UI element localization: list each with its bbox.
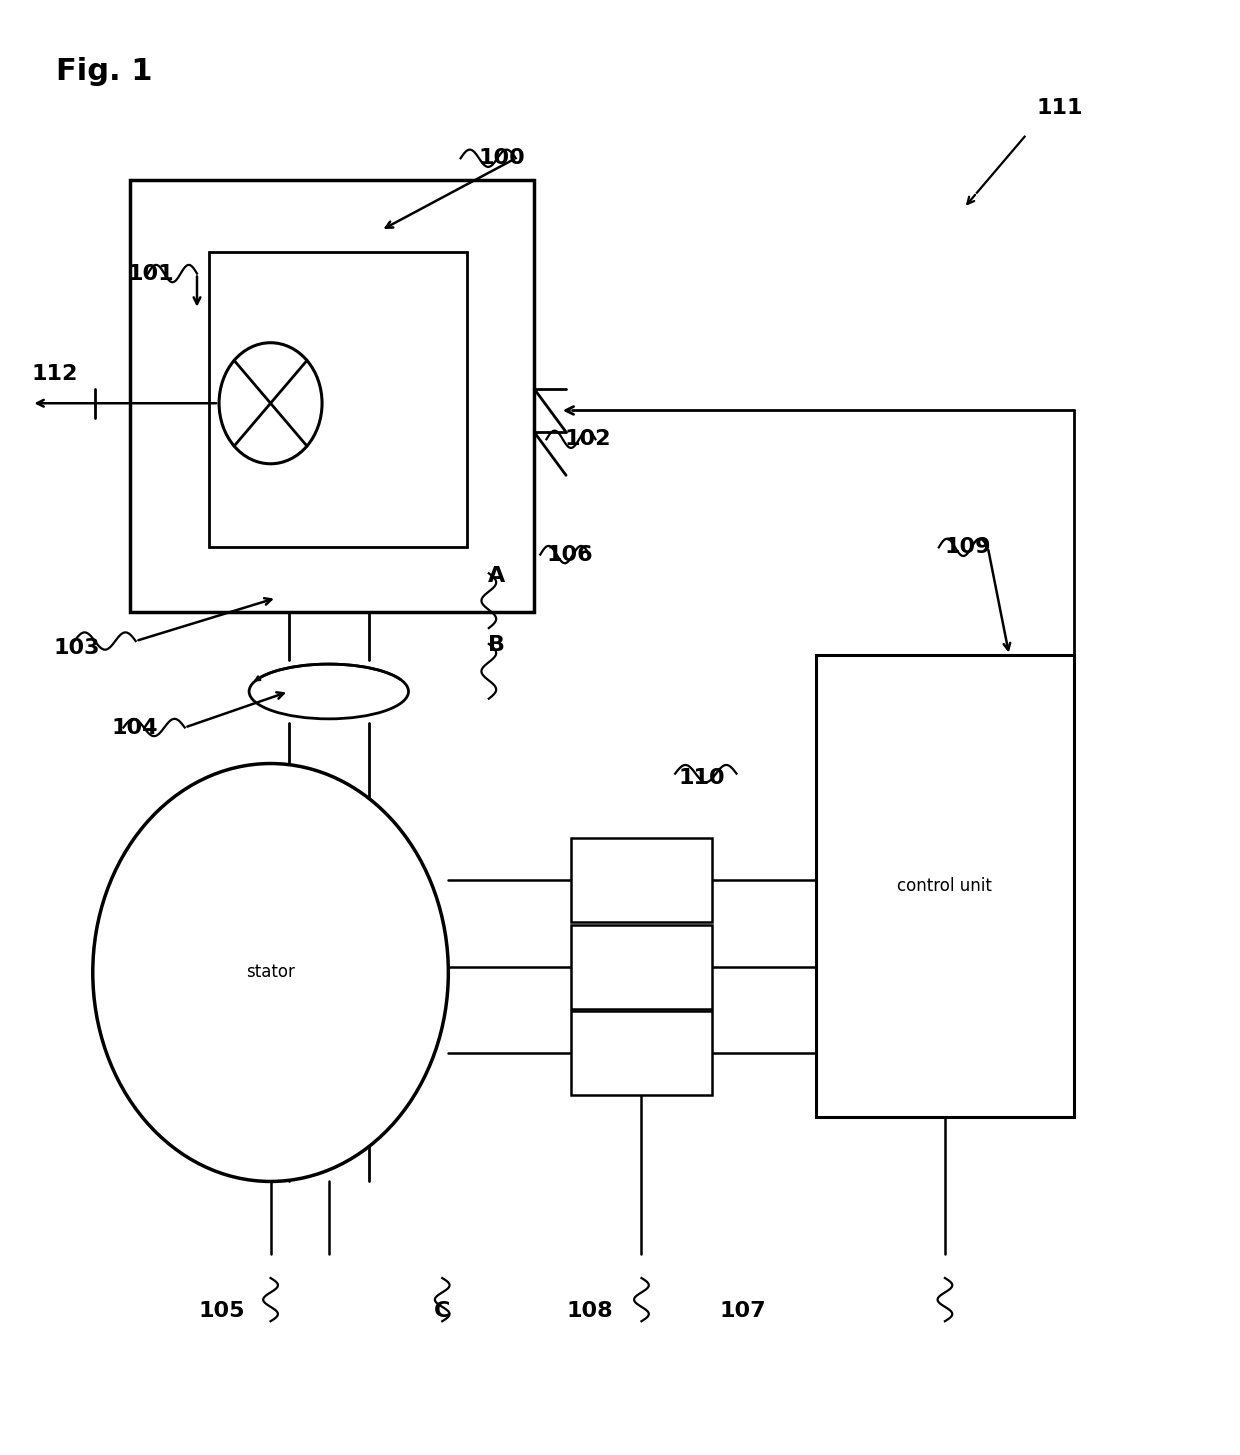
- Text: 112: 112: [31, 364, 78, 384]
- Text: current
sensor: current sensor: [618, 866, 666, 895]
- Text: current
sensor: current sensor: [618, 952, 666, 981]
- Text: 100: 100: [479, 148, 526, 169]
- Text: 109: 109: [945, 537, 992, 557]
- Bar: [210, 252, 466, 547]
- Text: 102: 102: [565, 429, 611, 450]
- Text: B: B: [487, 636, 505, 655]
- Text: 107: 107: [719, 1301, 766, 1321]
- Ellipse shape: [249, 663, 408, 719]
- Text: Fig. 1: Fig. 1: [56, 57, 153, 86]
- Bar: [129, 180, 534, 613]
- Text: control unit: control unit: [898, 877, 992, 895]
- Bar: [570, 925, 712, 1008]
- Text: 104: 104: [112, 717, 157, 738]
- Text: stator: stator: [246, 963, 295, 982]
- Circle shape: [93, 764, 449, 1181]
- Bar: [570, 1011, 712, 1096]
- Circle shape: [219, 343, 322, 464]
- Text: 105: 105: [198, 1301, 244, 1321]
- Text: 111: 111: [1037, 97, 1084, 118]
- Text: current
sensor: current sensor: [618, 1039, 666, 1068]
- Bar: [816, 655, 1074, 1116]
- Text: A: A: [487, 566, 505, 586]
- Bar: [570, 838, 712, 922]
- Text: C: C: [434, 1301, 450, 1321]
- Text: 110: 110: [678, 768, 725, 789]
- Text: 108: 108: [565, 1301, 613, 1321]
- Text: 101: 101: [128, 263, 174, 284]
- Text: 103: 103: [53, 639, 100, 658]
- Text: 106: 106: [547, 544, 593, 565]
